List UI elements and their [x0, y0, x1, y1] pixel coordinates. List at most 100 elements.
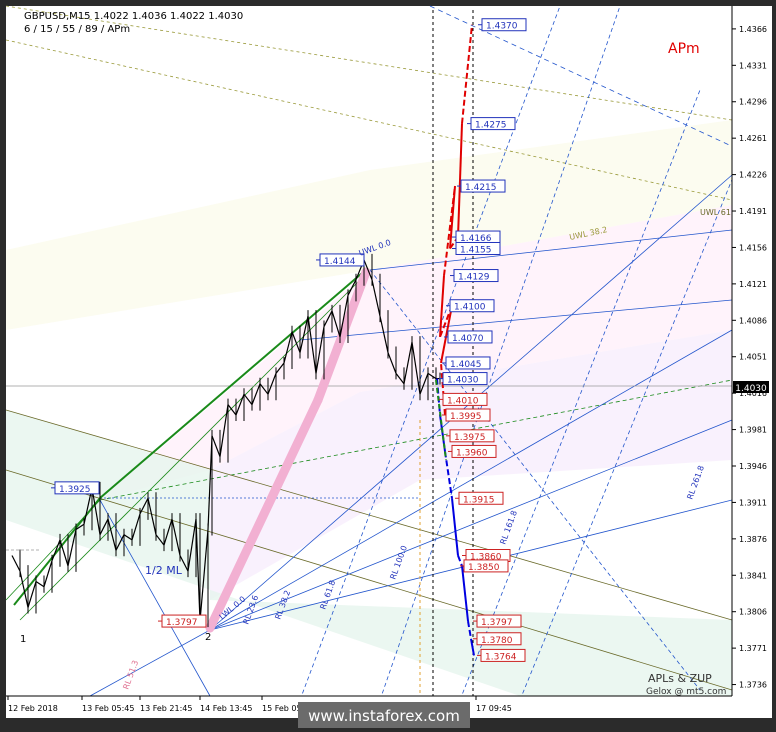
price-tick-label: 1.4296 — [739, 98, 767, 107]
price-axis-ticks: 1.4366 1.4331 1.4296 1.4261 1.4226 1.4191 1.41… — [732, 25, 767, 690]
price-segment — [171, 518, 181, 556]
price-segment — [43, 560, 53, 587]
price-segment — [267, 373, 277, 395]
red-price-label-text: 1.3797 — [481, 618, 513, 628]
swing-label: 1.4144 — [316, 253, 365, 267]
fork-line — [209, 329, 733, 631]
blue-price-label-text: 1.4370 — [486, 22, 518, 32]
red-price-label: 1.3764 — [477, 648, 526, 662]
price-segment — [147, 498, 157, 535]
credits-line-1: APLs & ZUP — [648, 672, 712, 685]
price-tick-label: 1.3771 — [739, 644, 767, 653]
blue-price-label: 1.4166 — [452, 230, 501, 244]
red-price-label: 1.3797 — [473, 614, 522, 628]
channel-zone — [210, 330, 732, 600]
red-price-label-text: 1.4010 — [447, 396, 479, 406]
price-segment — [291, 331, 301, 353]
projection-paths — [435, 24, 475, 656]
price-tick-label: 1.3981 — [739, 426, 767, 435]
price-segment — [403, 342, 413, 384]
up-projection-segment — [439, 275, 445, 338]
current-price-label: 1.4030 — [735, 384, 767, 394]
symbol-line: GBPUSD,M15 1.4022 1.4036 1.4022 1.4030 — [24, 11, 243, 22]
watermark: www.instaforex.com — [298, 702, 470, 728]
watermark-box — [298, 702, 470, 728]
corner-label: APm — [668, 41, 700, 57]
down-projection-segment — [444, 451, 453, 499]
fork-line — [209, 419, 733, 631]
blue-price-label: 1.4030 — [439, 372, 488, 386]
price-segment — [307, 316, 317, 374]
price-segment — [179, 555, 189, 572]
price-axis[interactable] — [732, 6, 772, 696]
blue-price-label-text: 1.4030 — [447, 376, 479, 386]
red-price-label-text: 1.3780 — [481, 636, 513, 646]
price-segment — [419, 373, 429, 395]
fork-line — [519, 159, 741, 701]
price-tick-label: 1.3736 — [739, 681, 767, 690]
price-tick-label: 1.4016 — [739, 389, 767, 398]
pivot-number: 2 — [205, 632, 211, 643]
blue-price-label: 1.4215 — [457, 179, 506, 193]
price-segment — [107, 518, 117, 551]
blue-price-label-text: 1.4129 — [458, 273, 490, 283]
price-segment — [251, 383, 261, 405]
blue-price-label-text: 1.4155 — [460, 245, 492, 255]
price-segment — [195, 519, 201, 622]
price-segment — [11, 555, 21, 572]
price-segment — [275, 362, 285, 374]
price-segment — [387, 352, 397, 374]
channel-zone — [6, 410, 732, 696]
channel-zone — [6, 120, 732, 330]
price-segment — [371, 279, 381, 317]
red-price-label: 1.3995 — [442, 408, 491, 422]
price-segment — [411, 342, 421, 395]
swing-label-text: 1.3797 — [166, 618, 198, 628]
fork-annotation: 1/2 ML — [145, 564, 183, 577]
price-segment — [379, 316, 389, 353]
time-tick-label: 12 Feb 2018 — [8, 704, 58, 713]
red-price-label-text: 1.3764 — [485, 652, 517, 662]
time-tick-label: 13 Feb 05:45 — [82, 704, 134, 713]
time-axis-ticks: 12 Feb 2018 13 Feb 05:45 13 Feb 21:45 14 Fe… — [7, 696, 512, 713]
blue-price-label: 1.4129 — [450, 269, 499, 283]
price-segment — [115, 534, 125, 551]
fork-line — [99, 499, 211, 697]
watermark-text: www.instaforex.com — [308, 707, 460, 725]
red-price-label: 1.3780 — [473, 632, 522, 646]
blue-price-label-text: 1.4275 — [475, 121, 507, 131]
up-projection-segment — [457, 123, 463, 238]
blue-price-label: 1.4275 — [467, 117, 516, 131]
fork-median-upper — [99, 267, 369, 499]
price-segment — [59, 539, 69, 567]
price-segment — [219, 404, 229, 457]
price-segment — [259, 383, 269, 395]
price-tick-label: 1.3841 — [739, 571, 767, 580]
price-tick-label: 1.4156 — [739, 243, 767, 252]
price-segment — [235, 393, 245, 416]
red-price-label: 1.3960 — [448, 444, 497, 458]
swing-label: 1.3797 — [158, 614, 207, 628]
price-segment — [331, 310, 341, 338]
credits-line-2: Gelox @ mt5.com — [646, 687, 726, 697]
fork-line — [459, 89, 701, 701]
blue-price-label: 1.4100 — [446, 299, 495, 313]
wave-segment — [205, 395, 323, 633]
price-segment — [299, 316, 309, 353]
price-tick-label: 1.3911 — [739, 498, 767, 507]
price-tick-label: 1.4261 — [739, 134, 767, 143]
blue-price-label: 1.4155 — [452, 241, 501, 255]
price-tick-label: 1.4331 — [739, 61, 767, 70]
down-projection-segment — [467, 620, 472, 639]
down-projection-segment — [470, 638, 475, 656]
price-segment — [243, 393, 253, 405]
price-segment — [211, 435, 221, 457]
red-price-label-text: 1.3975 — [454, 433, 486, 443]
current-price-marker: 1.4030 — [733, 381, 769, 394]
red-price-label-text: 1.3860 — [470, 553, 502, 563]
price-tick-label: 1.3806 — [739, 608, 767, 617]
fork-line — [19, 269, 371, 621]
price-segment — [131, 513, 141, 541]
